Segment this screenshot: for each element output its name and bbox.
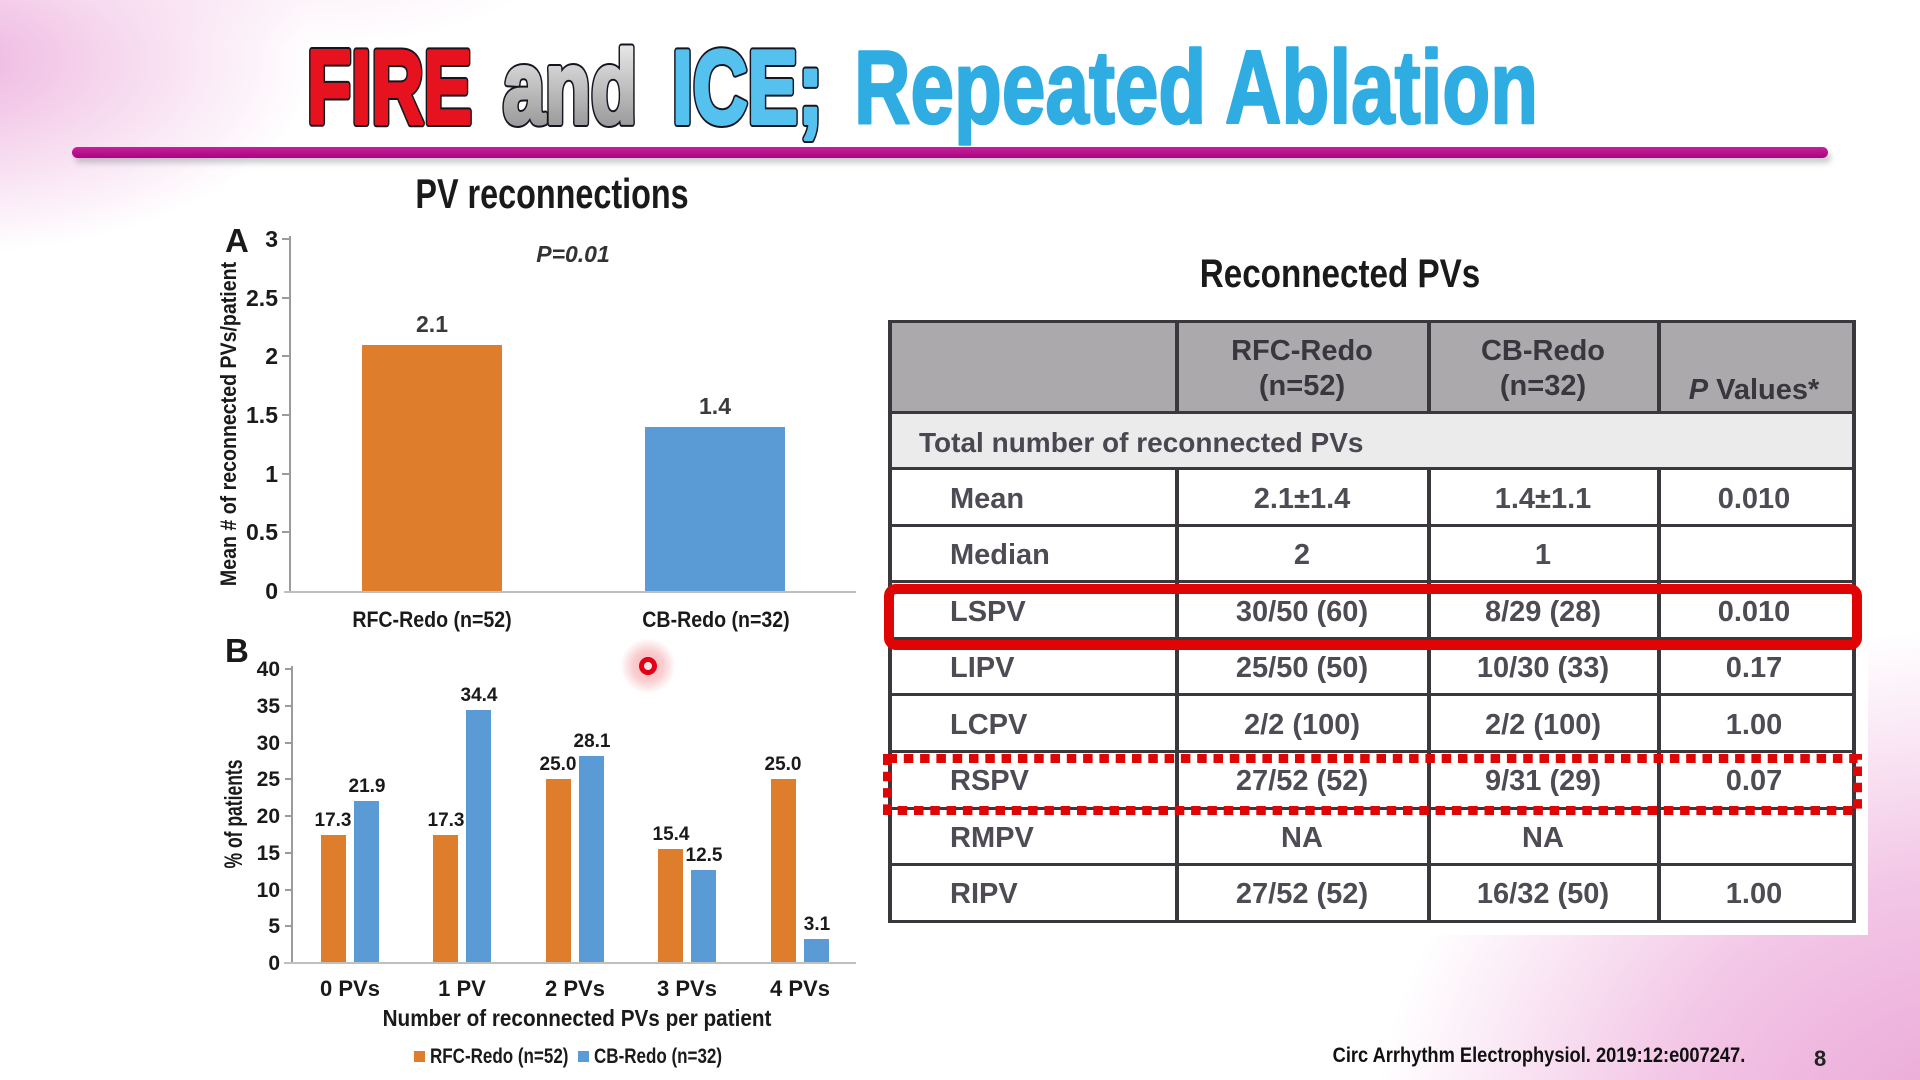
svg-text:and: and [503,30,637,146]
svg-text:and: and [503,30,637,146]
svg-text:ICE;: ICE; [672,30,823,146]
svg-text:ICE;: ICE; [672,30,823,146]
svg-text:FIRE: FIRE [307,30,472,146]
svg-text:FIRE: FIRE [307,30,472,146]
svg-text:Repeated Ablation: Repeated Ablation [854,30,1538,146]
